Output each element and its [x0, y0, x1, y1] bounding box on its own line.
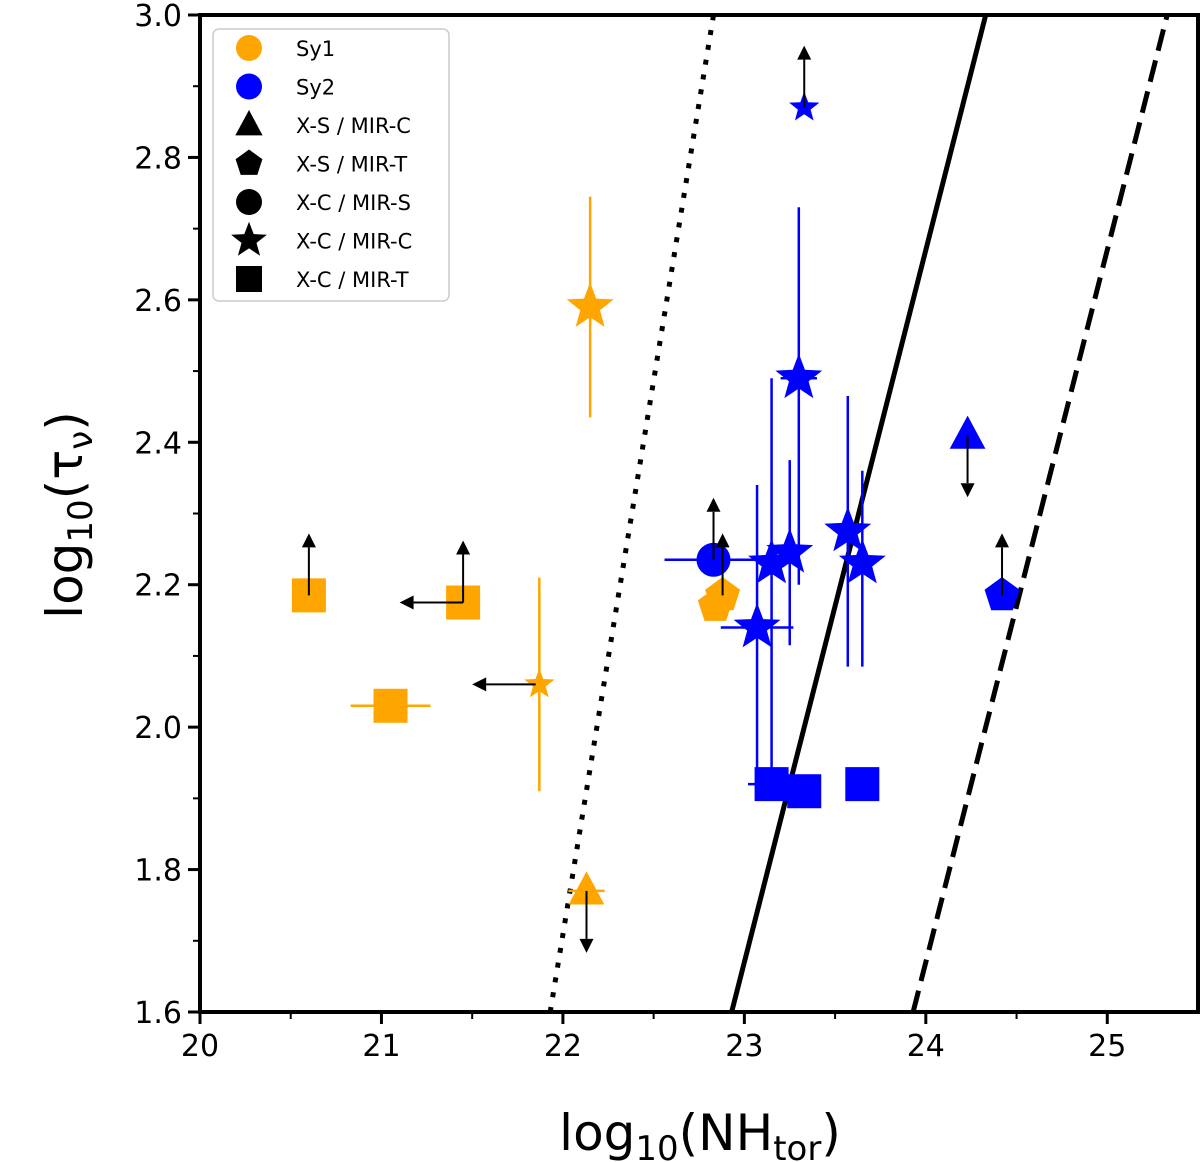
- upper-limit-arrow-head: [995, 533, 1009, 548]
- data-point-sy2-star: [748, 538, 795, 584]
- y-tick-label: 1.6: [134, 996, 182, 1031]
- legend-box: [212, 28, 450, 302]
- y-axis-title-sub2: ν: [61, 431, 101, 450]
- legend: Sy1 Sy2 X-S / MIR-C X-S / MIR-T X-C / MIR-S X…: [212, 28, 450, 302]
- legend-label: Sy2: [296, 76, 335, 100]
- y-axis-title-close: ): [36, 411, 94, 431]
- x-axis-title-sub: 10: [635, 1129, 678, 1162]
- x-tick-label: 20: [181, 1029, 219, 1064]
- legend-label: Sy1: [296, 37, 335, 61]
- lower-limit-arrow-head: [960, 483, 975, 498]
- y-tick-label: 2.2: [134, 569, 182, 604]
- x-tick-label: 22: [544, 1029, 582, 1064]
- dotted-line: [547, 15, 716, 1012]
- upper-limit-arrow-head: [301, 533, 316, 548]
- y-tick-label: 2.6: [134, 284, 182, 319]
- legend-label: X-C / MIR-T: [296, 268, 409, 292]
- y-tick-label: 2.0: [134, 711, 182, 746]
- y-tick-label: 3.0: [134, 0, 182, 34]
- x-axis-title-paren: (NH: [679, 1104, 774, 1162]
- data-point-sy2-triangle: [949, 415, 986, 449]
- data-point-sy2-star: [838, 538, 886, 584]
- upper-limit-arrow-head: [456, 540, 471, 555]
- y-tick-label: 1.8: [134, 854, 182, 889]
- data-point-sy2-star: [733, 602, 781, 648]
- legend-label: X-C / MIR-S: [296, 191, 411, 215]
- legend-marker-square: [236, 266, 262, 292]
- x-tick-label: 21: [362, 1029, 400, 1064]
- data-point-sy2-square: [787, 774, 822, 809]
- data-point-sy1-star: [566, 282, 614, 327]
- legend-marker-pentagon: [235, 149, 263, 175]
- upper-limit-arrow-head: [797, 45, 812, 60]
- legend-marker-triangle: [235, 110, 263, 136]
- upper-limit-arrow-head: [715, 533, 730, 548]
- y-axis-title-paren: (τ: [36, 450, 94, 500]
- x-tick-label: 24: [907, 1029, 945, 1064]
- legend-label: X-S / MIR-T: [296, 153, 407, 177]
- y-axis-title-sub: 10: [61, 499, 101, 542]
- data-point-sy1-star: [524, 668, 555, 698]
- dashed-line: [910, 15, 1170, 1012]
- legend-label: X-C / MIR-C: [296, 230, 412, 254]
- data-point-sy2-square: [754, 767, 789, 802]
- x-axis-title-close: ): [821, 1104, 841, 1162]
- legend-marker-star: [231, 221, 267, 256]
- reference-lines: [547, 15, 1170, 1012]
- x-tick-label: 25: [1088, 1029, 1126, 1064]
- x-axis-title: log10(NHtor): [559, 1104, 841, 1162]
- left-limit-arrow-head: [472, 677, 487, 692]
- x-axis-title-sub2: tor: [773, 1129, 821, 1162]
- y-axis-title: log10(τν): [36, 411, 101, 619]
- lower-limit-arrow-head: [579, 938, 594, 953]
- y-tick-label: 2.8: [134, 141, 182, 176]
- legend-marker-circle: [236, 73, 262, 100]
- limit-arrows: [301, 45, 1009, 953]
- y-tick-label: 2.4: [134, 426, 182, 461]
- legend-marker-circle: [236, 35, 262, 61]
- data-point-sy1-triangle: [568, 871, 605, 905]
- data-point-sy2-star: [824, 506, 872, 552]
- data-point-sy1-square: [373, 688, 408, 723]
- x-tick-label: 23: [725, 1029, 763, 1064]
- legend-label: X-S / MIR-C: [296, 114, 411, 138]
- axis-ticks: 20 21 22 23 24 25 1.6 1.8 2.0 2.2 2.4 2.6 2.8 3.0: [134, 0, 1126, 1064]
- legend-marker-circle: [236, 189, 262, 215]
- data-point-sy2-star: [766, 528, 814, 573]
- solid-line: [729, 15, 989, 1012]
- x-axis-title-log: log: [559, 1104, 635, 1162]
- y-axis-title-log: log: [36, 543, 94, 619]
- upper-limit-arrow-head: [706, 497, 721, 512]
- left-limit-arrow-head: [399, 595, 414, 610]
- data-point-sy2-square: [845, 767, 880, 802]
- data-point-sy2-star: [775, 353, 823, 399]
